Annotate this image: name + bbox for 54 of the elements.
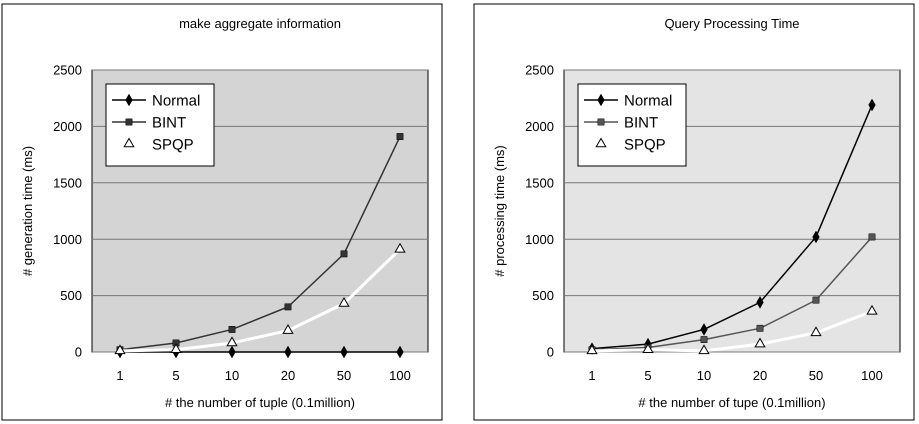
point xyxy=(226,336,238,346)
point xyxy=(284,303,292,310)
point xyxy=(282,324,294,334)
point xyxy=(698,344,710,354)
legend-label: Normal xyxy=(624,92,672,110)
point xyxy=(394,243,406,253)
legend-label: BINT xyxy=(624,114,658,132)
x-tick-label: 10 xyxy=(224,368,240,383)
y-tick-label: 0 xyxy=(546,344,554,360)
x-tick-label: 1 xyxy=(116,368,124,383)
x-tick-label: 20 xyxy=(280,368,296,383)
chart-title: make aggregate information xyxy=(179,16,341,31)
y-tick-label: 1000 xyxy=(53,232,82,247)
x-tick-label: 50 xyxy=(808,368,824,383)
point xyxy=(338,297,350,307)
point xyxy=(868,234,876,240)
x-tick-label: 1 xyxy=(588,368,596,383)
y-tick-label: 2500 xyxy=(525,62,554,78)
point xyxy=(756,324,764,332)
y-tick-label: 0 xyxy=(74,344,82,360)
legend-label: Normal xyxy=(152,92,200,110)
point xyxy=(642,344,654,354)
x-tick-label: 10 xyxy=(696,368,712,383)
x-axis-title: # the number of tupe (0.1million) xyxy=(638,395,826,410)
y-tick-label: 1500 xyxy=(525,175,554,190)
point xyxy=(340,250,348,258)
x-axis-title: # the number of tuple (0.1million) xyxy=(164,395,356,410)
point xyxy=(810,326,822,336)
x-tick-label: 5 xyxy=(644,368,652,383)
x-tick-label: 50 xyxy=(336,368,352,383)
y-tick-label: 2500 xyxy=(53,62,82,78)
x-tick-label: 100 xyxy=(861,368,883,383)
legend-label: SPQP xyxy=(624,136,666,154)
point xyxy=(812,296,820,304)
point xyxy=(396,133,404,140)
y-tick-label: 1000 xyxy=(525,232,554,247)
y-axis-title: # generation time (ms) xyxy=(20,146,35,276)
legend-label: BINT xyxy=(152,114,186,132)
y-tick-label: 2000 xyxy=(525,118,554,134)
y-tick-label: 1500 xyxy=(53,175,82,190)
point xyxy=(866,305,878,315)
y-axis-title: # processing time (ms) xyxy=(492,145,507,277)
y-tick-label: 500 xyxy=(60,288,82,304)
point xyxy=(754,338,766,348)
x-tick-label: 5 xyxy=(172,368,180,383)
y-tick-label: 2000 xyxy=(53,118,82,134)
point xyxy=(170,344,182,354)
point xyxy=(700,336,708,344)
legend-label: SPQP xyxy=(152,136,194,154)
y-tick-label: 500 xyxy=(532,288,554,304)
point xyxy=(228,326,236,333)
x-tick-label: 20 xyxy=(752,368,768,383)
chart-title: Query Processing Time xyxy=(664,16,800,31)
x-tick-label: 100 xyxy=(389,368,411,383)
